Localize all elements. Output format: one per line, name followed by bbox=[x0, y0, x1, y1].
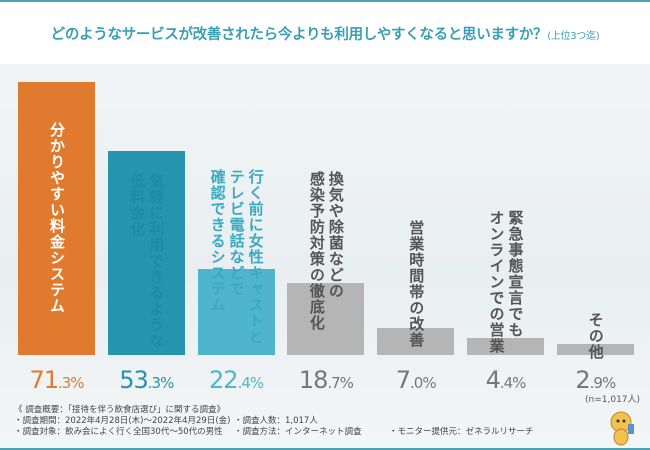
survey-provider: ・モニター提供元：ゼネラルリサーチ bbox=[389, 427, 534, 437]
bar-label-line: 気軽に利用できるような bbox=[147, 172, 166, 349]
bar-label: 行く前に女性キャストと テレビ電話などで 確認できるシステム bbox=[208, 169, 265, 345]
survey-count: ・調査人数：1,017人 bbox=[234, 416, 318, 426]
bar-4 bbox=[287, 283, 365, 355]
value-label: 71.3% bbox=[29, 366, 84, 394]
survey-method: ・調査方法：インターネット調査 bbox=[234, 427, 362, 437]
bar-5 bbox=[377, 328, 455, 355]
survey-target: ・調査対象：飲み会によく行く全国30代～50代の男性 bbox=[14, 427, 223, 437]
bar-label: 換気や除菌などの 感染予防対策の徹底化 bbox=[307, 171, 345, 331]
bar-label-line: テレビ電話などで bbox=[227, 169, 246, 297]
bar-label-line: 感染予防対策の徹底化 bbox=[307, 171, 326, 332]
value-label: 2.9% bbox=[575, 366, 616, 394]
value-label: 53.3% bbox=[119, 366, 174, 394]
survey-summary: 《 調査概要：「接待を伴う飲食店選び」に関する調査》 ・調査期間：2022年4月… bbox=[14, 405, 534, 438]
sample-size-note: (n=1,017人) bbox=[585, 395, 641, 405]
header: どのようなサービスが改善されたら今よりも利用しやすくなると思いますか？(上位3つ… bbox=[0, 2, 650, 64]
value-label: 7.0% bbox=[395, 366, 437, 394]
bar-2 bbox=[107, 150, 185, 355]
chart-title: どのようなサービスが改善されたら今よりも利用しやすくなると思いますか？(上位3つ… bbox=[51, 23, 600, 44]
bar-label: 気軽に利用できるような 低料金化 bbox=[127, 173, 165, 349]
bar-label: 緊急事態宣言でも オンラインでの営業 bbox=[487, 210, 525, 354]
survey-period: ・調査期間：2022年4月28日(木)～2022年4月29日(金) bbox=[14, 416, 231, 426]
summary-heading: 《 調査概要：「接待を伴う飲食店選び」に関する調査》 bbox=[14, 405, 225, 415]
bar-label-line: 確認できるシステム bbox=[208, 169, 227, 313]
bar-7 bbox=[556, 343, 634, 355]
bar-label-line: 分かりやすい料金システム bbox=[48, 122, 66, 314]
mascot-icon bbox=[610, 411, 634, 446]
bar-label-line: 営業時間帯の改善 bbox=[407, 220, 426, 349]
value-label: 4.4% bbox=[485, 366, 527, 394]
value-label: 22.4% bbox=[209, 366, 264, 394]
bar-label-line: 低料金化 bbox=[128, 172, 147, 237]
bar-label: 分かりやすい料金システム bbox=[47, 122, 66, 314]
bar-label-line: 行く前に女性キャストと bbox=[246, 169, 265, 345]
value-label: 18.7% bbox=[298, 366, 354, 394]
bar-label: その他 bbox=[586, 312, 605, 360]
bar-3 bbox=[197, 269, 275, 355]
bar-label-line: 換気や除菌などの bbox=[326, 171, 345, 300]
bar-label-line: オンラインでの営業 bbox=[487, 210, 506, 355]
bar-label-line: 緊急事態宣言でも bbox=[506, 210, 525, 339]
title-text: どのようなサービスが改善されたら今よりも利用しやすくなると思いますか？ bbox=[50, 26, 548, 43]
title-subtitle: (上位3つ迄) bbox=[547, 30, 600, 42]
bar-6 bbox=[467, 338, 544, 355]
bar-label: 営業時間帯の改善 bbox=[406, 220, 425, 348]
bar-1 bbox=[18, 82, 95, 355]
bar-label-line: その他 bbox=[586, 311, 605, 360]
